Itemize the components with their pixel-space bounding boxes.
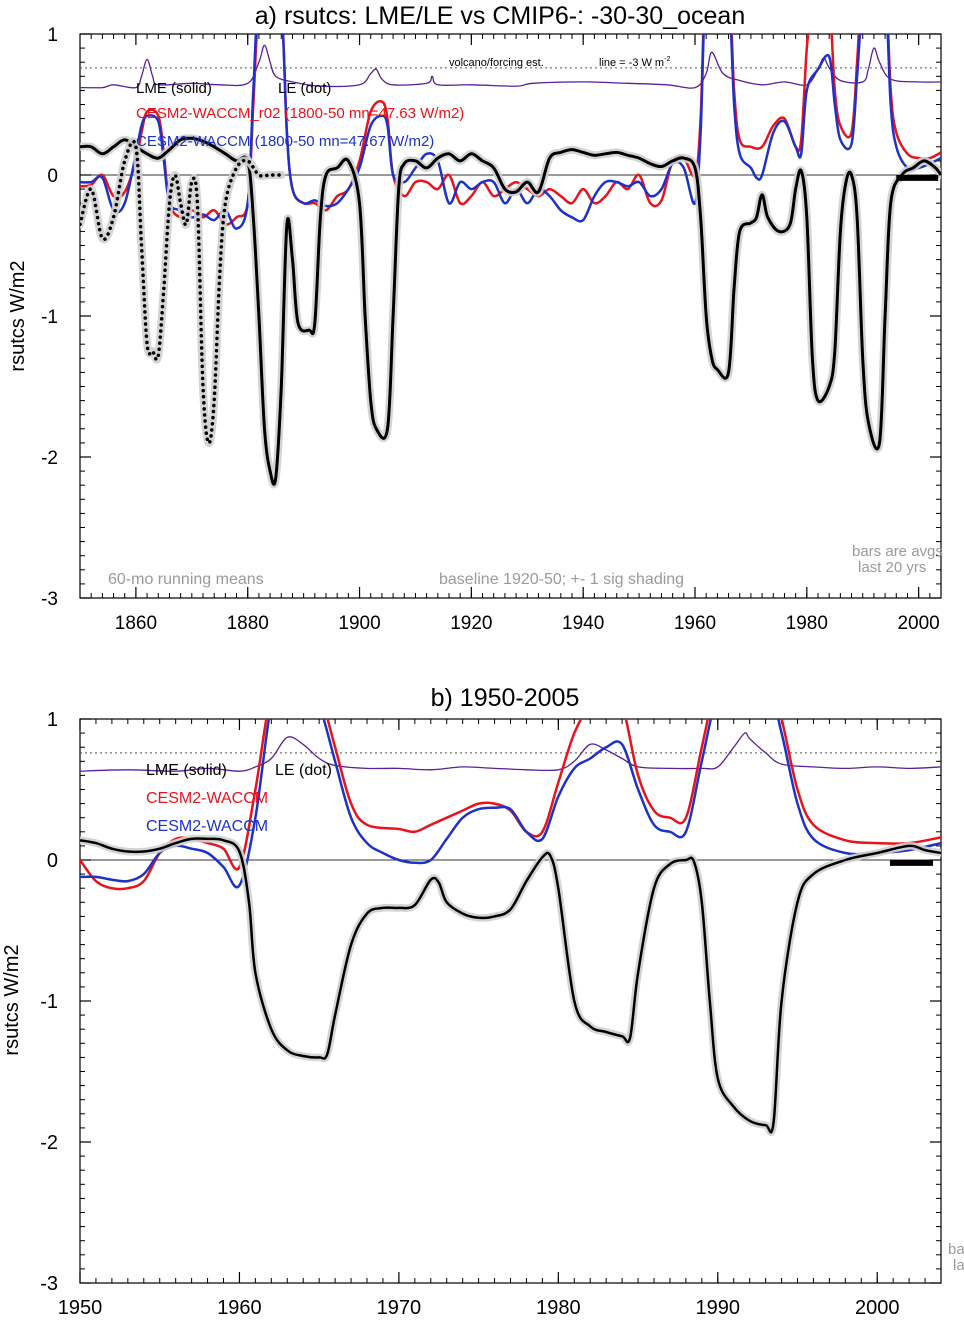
panel-a-plot-area [80, 34, 941, 489]
b-shading-lme-solid [80, 834, 941, 1137]
panel-a-series-layer [80, 34, 941, 489]
panel-b-bars-note-line1: ba [948, 1241, 964, 1258]
b-x-tick-label: 1990 [696, 1297, 741, 1319]
a-x-tick-label: 1860 [115, 613, 157, 634]
panel-a-ylabel: rsutcs W/m2 [7, 260, 29, 371]
a-y-tick-label: -1 [41, 307, 58, 328]
panel-a-title: a) rsutcs: LME/LE vs CMIP6-: -30-30_ocea… [255, 2, 745, 30]
b-x-tick-label: 2000 [855, 1297, 900, 1319]
a-x-tick-label: 1960 [674, 613, 716, 634]
bars-note-line2: last 20 yrs [858, 559, 926, 576]
baseline-note: baseline 1920-50; +- 1 sig shading [439, 571, 684, 588]
panel-b-bars-note-line2: la [953, 1257, 964, 1274]
a-x-tick-label: 1980 [786, 613, 828, 634]
a-y-tick-label: -2 [41, 448, 58, 469]
b-x-tick-label: 1980 [536, 1297, 581, 1319]
b-y-tick-label: 0 [47, 850, 58, 872]
b-y-tick-label: -2 [40, 1132, 58, 1154]
panel-b-ylabel: rsutcs W/m2 [1, 944, 23, 1055]
a-x-tick-label: 2000 [897, 613, 939, 634]
b-x-tick-label: 1950 [58, 1297, 103, 1319]
b-x-tick-label: 1970 [377, 1297, 422, 1319]
legend-le: LE (dot) [278, 80, 331, 97]
legend-b-le: LE (dot) [275, 762, 332, 779]
panel-a-forcing-line-note: line = -3 W m-2 [599, 56, 670, 69]
legend-b-cesm-r02: CESM2-WACCM [146, 790, 268, 807]
a-series-cesm2-waccm-r02-1800-50-mn-47-63-w-m2 [80, 34, 941, 226]
a-y-tick-label: -3 [41, 589, 58, 610]
b-series-cesm2-waccm [80, 719, 941, 891]
b-y-tick-label: -3 [40, 1273, 58, 1295]
b-y-tick-label: -1 [40, 991, 58, 1013]
a-series-le-dot [80, 139, 284, 445]
b-series-lme-solid [80, 837, 941, 1134]
a-y-tick-label: 1 [47, 25, 58, 46]
panel-a-forcing-note: volcano/forcing est. [449, 57, 544, 69]
panel-a-axes: 1860 1880 1900 1920 1940 1960 1980 2000 -3 -2 -1 0 1 [41, 25, 942, 634]
a-y-tick-label: 0 [47, 166, 58, 187]
legend-lme: LME (solid) [136, 80, 212, 97]
running-mean-note: 60-mo running means [108, 571, 264, 588]
b-series-volcano-forcing-est [80, 732, 941, 772]
a-x-tick-label: 1880 [227, 613, 269, 634]
b-y-tick-label: 1 [47, 709, 58, 731]
legend-b-lme: LME (solid) [146, 762, 227, 779]
panel-b-series-layer [80, 719, 941, 1137]
legend-cesm-r02: CESM2-WACCM_r02 (1800-50 mn=47.63 W/m2) [136, 105, 464, 122]
a-x-tick-label: 1900 [338, 613, 380, 634]
b-series-cesm2-waccm [80, 719, 941, 889]
a-x-tick-label: 1940 [562, 613, 604, 634]
legend-cesm: CESM2-WACCM (1800-50 mn=47.67 W/m2) [136, 133, 434, 150]
panel-b-plot-area [80, 719, 941, 1137]
a-series-volcano-forcing-est [80, 44, 941, 89]
a-x-tick-label: 1920 [450, 613, 492, 634]
panel-b: b) 1950-2005 rsutcs W/m2 1950 1960 1970 198… [1, 684, 964, 1319]
b-x-tick-label: 1960 [217, 1297, 262, 1319]
panel-b-axes: 1950 1960 1970 1980 1990 2000 -3 -2 -1 0 1 [40, 709, 942, 1319]
bars-note-line1: bars are avgs [852, 543, 943, 560]
panel-a: a) rsutcs: LME/LE vs CMIP6-: -30-30_ocea… [7, 2, 943, 634]
legend-b-cesm: CESM2-WACCM [146, 818, 268, 835]
a-series-lme-solid [80, 136, 941, 486]
panel-b-title: b) 1950-2005 [431, 684, 580, 712]
